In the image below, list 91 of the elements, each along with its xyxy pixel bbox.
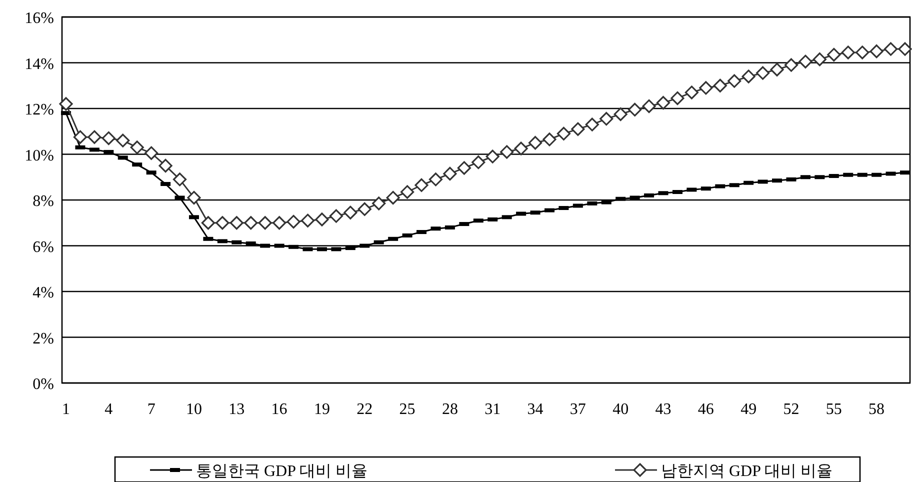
x-tick-label: 40 [612,401,629,418]
point [428,172,443,186]
point [300,214,315,228]
legend-label: 남한지역 GDP 대비 비율 [661,463,832,480]
x-tick-label: 13 [228,401,245,418]
point [344,206,358,220]
point [386,190,400,205]
point [600,112,614,126]
point [827,48,841,62]
x-tick-label: 25 [399,401,416,418]
point [556,126,571,140]
x-tick-label: 7 [147,401,156,418]
x-tick-label: 28 [442,401,458,418]
x-tick-label: 4 [104,401,113,418]
point [742,70,756,84]
point [642,99,656,114]
x-tick-label: 46 [698,401,714,418]
point [614,107,628,122]
y-tick-label: 2% [32,330,54,348]
point [514,142,528,156]
legend-label: 통일한국 GDP 대비 비율 [196,463,368,480]
x-tick-label: 22 [356,401,373,418]
point [315,212,329,226]
x-tick-label: 10 [186,401,202,418]
point [73,130,88,144]
point [798,54,812,68]
point [699,81,713,95]
point [898,42,912,56]
y-tick-label: 10% [24,147,54,164]
y-tick-label: 0% [32,376,54,393]
point [216,216,230,230]
point [443,166,457,180]
point [784,58,798,72]
point [130,140,144,154]
point [670,91,684,106]
point [102,131,116,146]
x-tick-label: 31 [484,401,501,418]
y-tick-label: 14% [24,56,54,73]
point [628,102,642,116]
x-tick-label: 58 [868,401,885,418]
point [713,78,727,92]
point [88,130,102,144]
x-tick-label: 37 [570,401,586,418]
point [286,214,300,229]
point [770,62,784,76]
point [656,96,670,110]
point [358,202,372,216]
point [187,190,201,205]
y-tick-label: 4% [32,284,54,302]
point [258,216,272,230]
y-tick-label: 8% [32,193,54,210]
point [486,150,500,164]
point [244,216,258,230]
point [571,122,585,136]
point [856,46,870,60]
point [472,155,486,170]
point [372,196,386,210]
point [144,146,158,160]
x-tick-label: 55 [826,401,842,418]
point [201,216,216,230]
point [172,172,187,186]
point [457,161,471,175]
point [272,216,286,230]
y-tick-label: 16% [24,10,54,27]
x-tick-label: 43 [655,401,672,418]
point [841,46,855,60]
point [500,145,514,159]
point [158,158,172,172]
point [528,136,542,150]
point [756,66,770,80]
point [230,216,244,230]
x-tick-label: 52 [783,401,800,418]
point [116,134,130,148]
point [870,44,884,58]
point [329,209,343,223]
point [414,178,428,192]
point [884,42,898,56]
x-tick-label: 19 [314,401,330,418]
point [59,97,73,111]
x-tick-label: 49 [740,401,757,418]
y-tick-label: 6% [32,238,54,256]
point [728,74,742,88]
x-tick-label: 1 [62,401,70,418]
point [585,118,599,132]
point [400,185,414,199]
point [812,52,826,66]
x-tick-label: 34 [527,401,544,418]
y-tick-label: 12% [24,102,54,118]
point [684,86,698,100]
x-tick-label: 16 [271,401,288,418]
point [542,132,556,146]
